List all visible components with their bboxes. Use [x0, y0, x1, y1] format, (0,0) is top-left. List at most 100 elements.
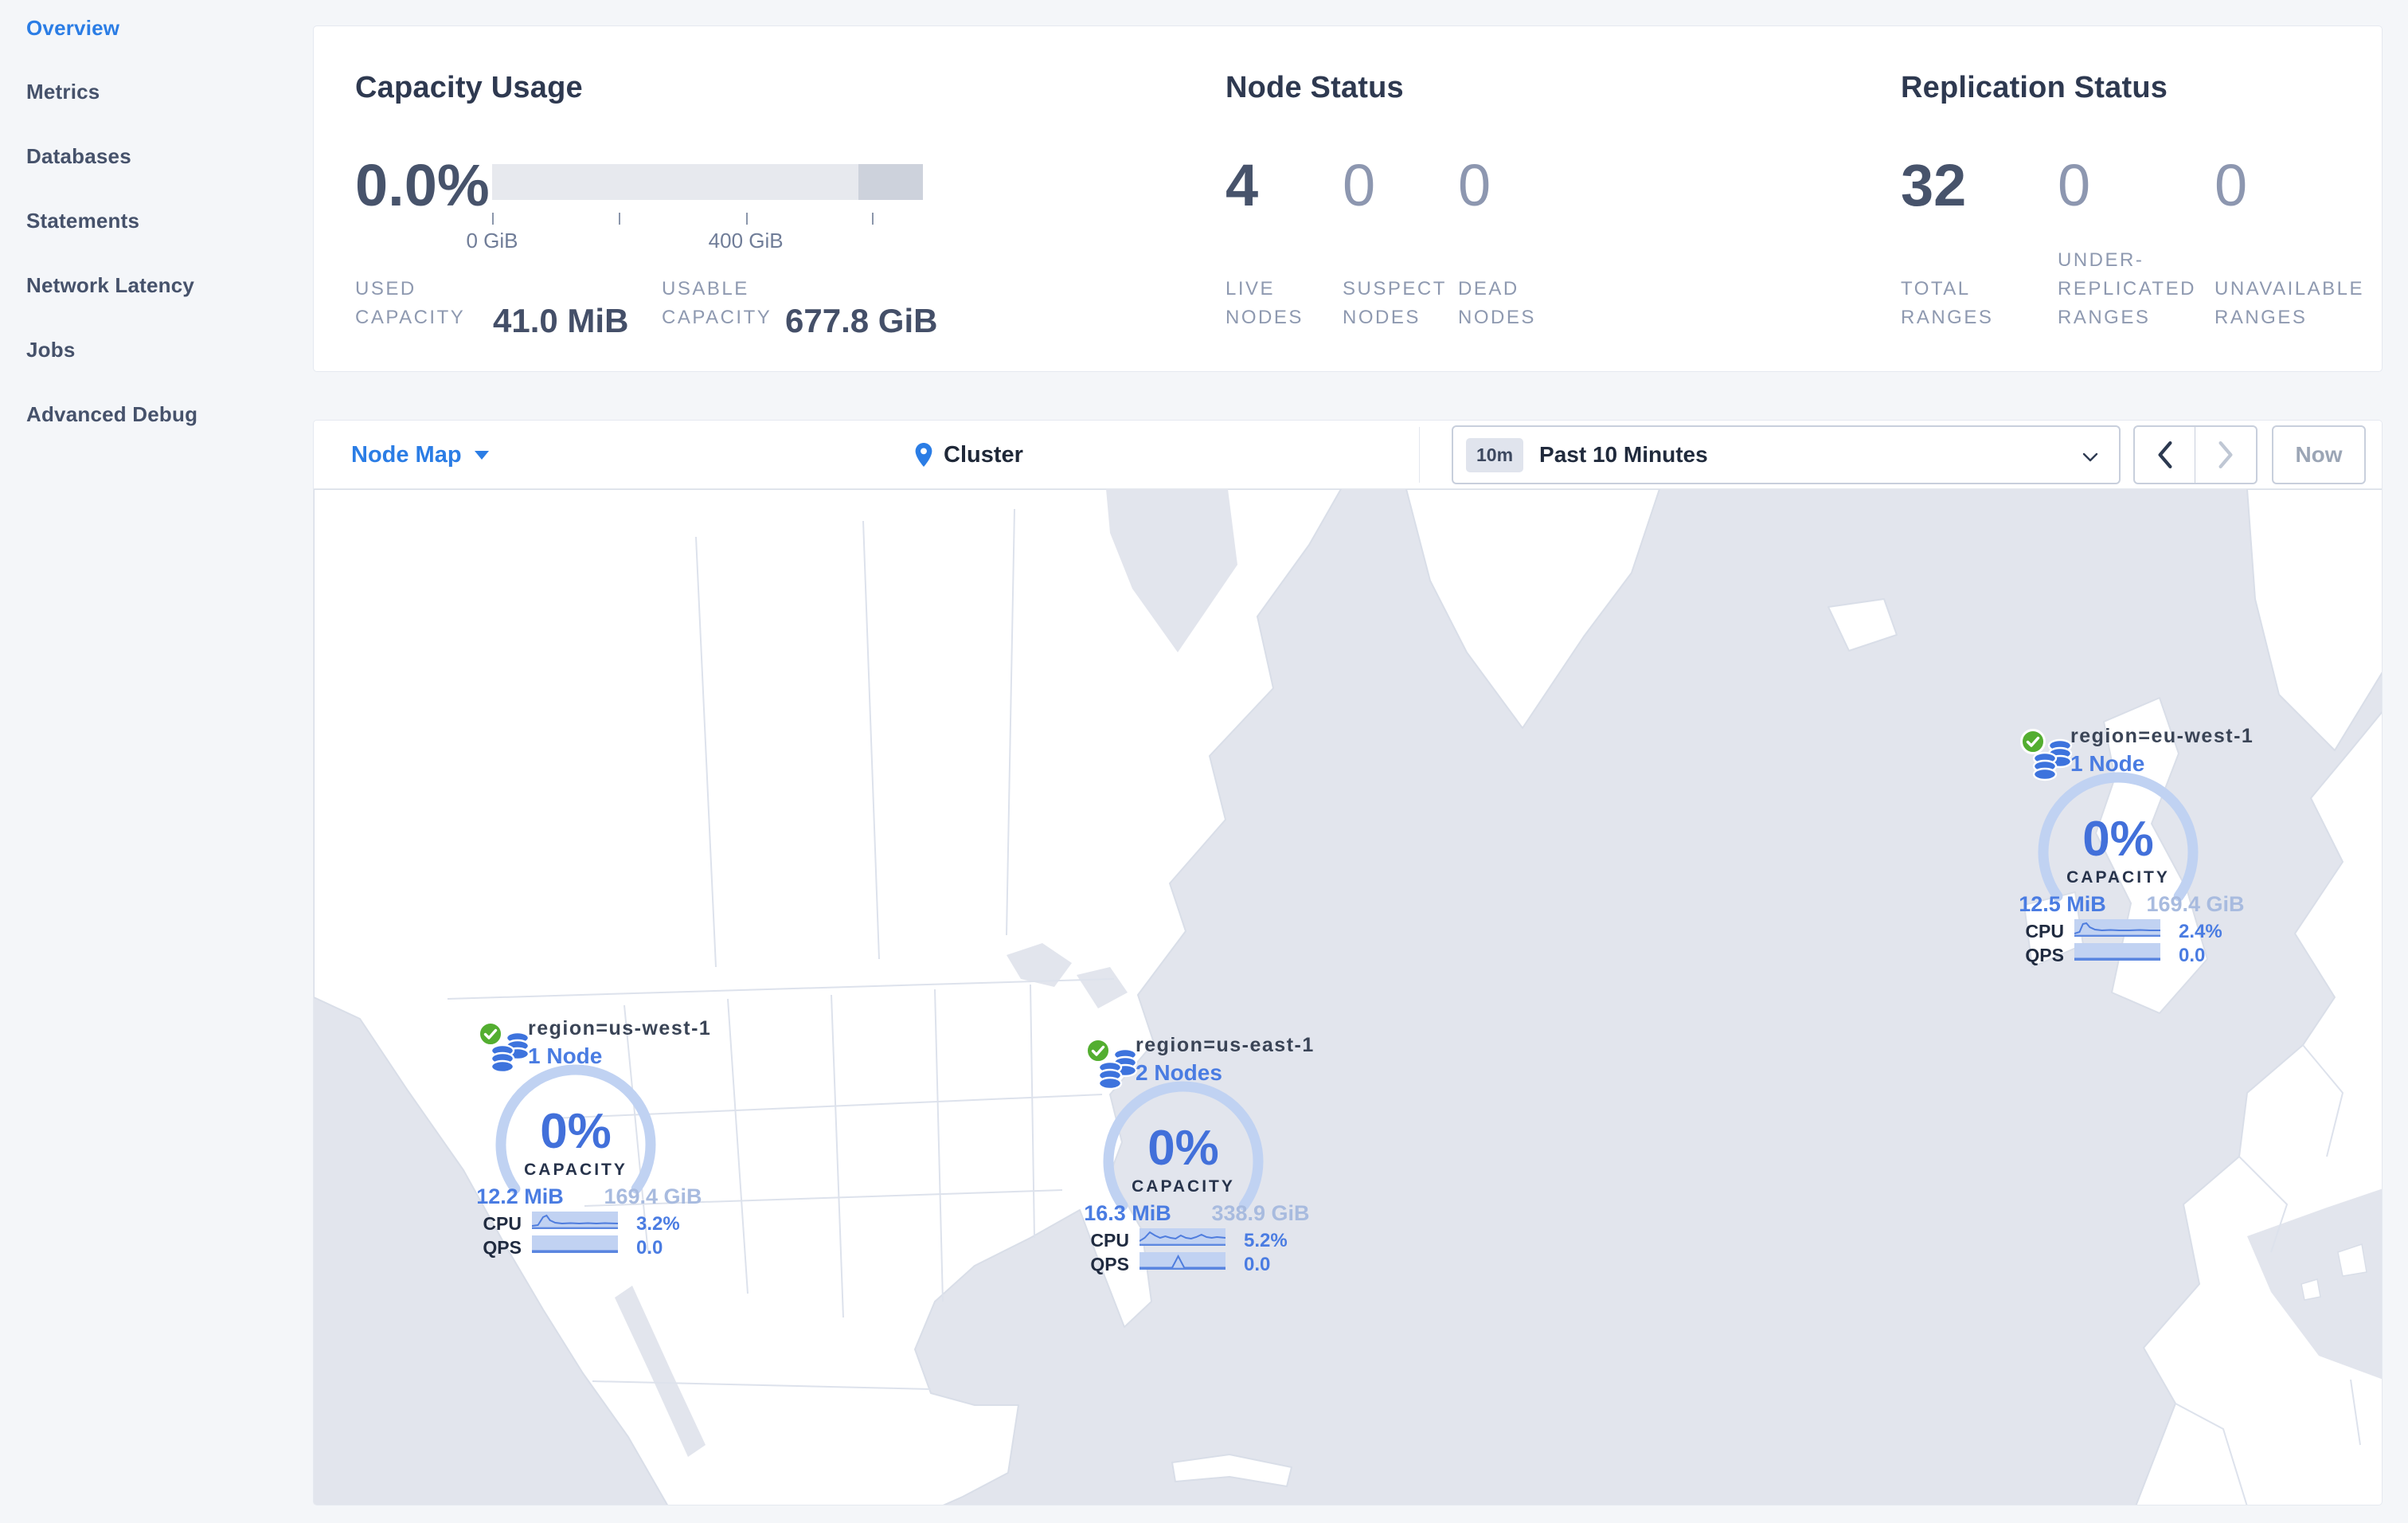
qps-sparkline: [1140, 1252, 1226, 1274]
view-mode-dropdown[interactable]: Node Map: [351, 421, 489, 489]
capacity-bar-tick: [745, 213, 748, 225]
capacity-percent: 0%: [540, 1104, 612, 1159]
breadcrumb-label: Cluster: [944, 441, 1023, 468]
time-range-badge: 10m: [1466, 437, 1524, 472]
capacity-usable-value: 338.9 GiB: [1211, 1201, 1310, 1225]
capacity-label: CAPACITY: [2066, 868, 2170, 887]
chevron-down-icon: [2082, 452, 2098, 462]
cpu-sparkline: [2074, 919, 2160, 941]
chevron-down-icon: [474, 450, 489, 460]
region-title: region=eu-west-1: [2070, 725, 2254, 747]
capacity-usable-value: 169.4 GiB: [604, 1184, 702, 1208]
stat-value: 677.8 GiB: [785, 302, 938, 339]
capacity-bar-ticks: [492, 213, 923, 225]
capacity-percent: 0%: [1147, 1121, 1219, 1176]
sidebar: Overview Metrics Databases Statements Networ…: [0, 0, 313, 1523]
qps-sparkline: [532, 1235, 618, 1257]
capacity-used-value: 12.5 MiB: [2019, 892, 2106, 916]
stat-label: UNAVAILABLE RANGES: [2214, 278, 2365, 328]
capacity-bar-tick: [619, 213, 621, 225]
healthy-check-icon: [478, 1021, 503, 1047]
qps-value: 0.0: [1244, 1254, 1271, 1275]
sidebar-item-overview[interactable]: Overview: [26, 16, 120, 40]
stat-label: TOTAL RANGES: [1901, 278, 1994, 328]
node-map[interactable]: region=us-west-1 1 Node 0% CAPACITY 12.2…: [314, 489, 2382, 1505]
sidebar-item-metrics[interactable]: Metrics: [26, 80, 100, 104]
node-status-title: Node Status: [1226, 71, 1404, 104]
region-node-count[interactable]: 1 Node: [528, 1043, 603, 1068]
qps-sparkline: [2074, 943, 2160, 965]
stat-label: LIVE NODES: [1226, 278, 1304, 328]
view-mode-label: Node Map: [351, 441, 462, 468]
now-button[interactable]: Now: [2272, 425, 2366, 484]
cpu-label: CPU: [1090, 1230, 1129, 1251]
stat-value: 0: [2214, 152, 2248, 218]
qps-label: QPS: [2025, 945, 2064, 965]
database-stack-icon: [490, 1031, 530, 1074]
stat-label: SUSPECT NODES: [1343, 278, 1447, 328]
stat-value: 4: [1226, 152, 1259, 218]
node-map-card: Node Map Cluster 10m Past 10 Minutes: [313, 420, 2383, 1505]
capacity-gauge-arc: [1103, 1081, 1264, 1242]
stat-value: 0: [2058, 152, 2091, 218]
capacity-label: CAPACITY: [1132, 1177, 1235, 1196]
capacity-gauge-arc: [495, 1064, 656, 1225]
time-step-buttons: [2133, 425, 2258, 484]
qps-label: QPS: [483, 1237, 522, 1258]
stat-value: 0: [1458, 152, 1491, 218]
region-marker-us-west-1[interactable]: region=us-west-1 1 Node 0% CAPACITY 12.2…: [476, 1014, 732, 1285]
sidebar-item-network-latency[interactable]: Network Latency: [26, 273, 195, 297]
sidebar-item-advanced-debug[interactable]: Advanced Debug: [26, 402, 198, 426]
capacity-bar-tick: [492, 213, 494, 225]
capacity-usable-value: 169.4 GiB: [2146, 892, 2245, 916]
time-range-label: Past 10 Minutes: [1539, 442, 1708, 467]
world-map: [314, 489, 2382, 1505]
cpu-value: 2.4%: [2179, 921, 2222, 942]
map-pin-icon: [915, 443, 932, 467]
time-range-dropdown[interactable]: 10m Past 10 Minutes: [1452, 425, 2121, 484]
capacity-bar-dark-segment: [858, 164, 923, 200]
region-marker-us-east-1[interactable]: region=us-east-1 2 Nodes 0% CAPACITY 16.…: [1084, 1031, 1339, 1302]
cpu-value: 5.2%: [1244, 1230, 1288, 1251]
capacity-gauge-arc: [2038, 772, 2199, 933]
capacity-bar-tick-labels: 0 GiB 400 GiB: [466, 229, 923, 253]
cluster-summary-card: Capacity Usage 0.0% 0 GiB 400 GiB USED CA…: [313, 25, 2383, 372]
replication-status-title: Replication Status: [1901, 71, 2168, 104]
qps-value: 0.0: [636, 1237, 663, 1259]
capacity-bar-tick: [872, 213, 874, 225]
chevron-right-icon: [2218, 441, 2233, 468]
capacity-percent: 0%: [2082, 812, 2154, 867]
capacity-bar-tick-label: 0 GiB: [466, 229, 518, 253]
sidebar-item-statements[interactable]: Statements: [26, 209, 140, 233]
cpu-value: 3.2%: [636, 1213, 680, 1235]
sidebar-item-databases[interactable]: Databases: [26, 144, 131, 168]
database-stack-icon: [2032, 738, 2073, 781]
region-marker-eu-west-1[interactable]: region=eu-west-1 1 Node 0% CAPACITY 12.5…: [2019, 722, 2274, 992]
stat-label: DEAD NODES: [1458, 278, 1536, 328]
chevron-left-icon: [2158, 441, 2172, 468]
breadcrumb[interactable]: Cluster: [915, 421, 1023, 489]
time-forward-button[interactable]: [2195, 427, 2256, 483]
region-node-count[interactable]: 2 Nodes: [1136, 1060, 1222, 1085]
database-stack-icon: [1097, 1047, 1138, 1090]
sidebar-item-jobs[interactable]: Jobs: [26, 338, 76, 362]
stat-label: USED CAPACITY: [355, 278, 466, 328]
capacity-usage-title: Capacity Usage: [355, 71, 583, 104]
qps-value: 0.0: [2179, 945, 2206, 966]
region-node-count[interactable]: 1 Node: [2070, 751, 2145, 776]
toolbar-divider: [1419, 427, 1420, 483]
map-toolbar: Node Map Cluster 10m Past 10 Minutes: [314, 421, 2382, 489]
stat-label: UNDER-REPLICATED RANGES: [2058, 249, 2196, 328]
capacity-label: CAPACITY: [524, 1161, 627, 1179]
cpu-label: CPU: [483, 1213, 522, 1234]
stat-value: 32: [1901, 152, 1967, 218]
capacity-used-value: 16.3 MiB: [1084, 1201, 1171, 1225]
cpu-sparkline: [1139, 1228, 1226, 1250]
cpu-label: CPU: [2025, 921, 2064, 942]
region-title: region=us-east-1: [1136, 1034, 1315, 1056]
capacity-usage-bar: [492, 164, 923, 200]
time-back-button[interactable]: [2135, 427, 2195, 483]
stat-value: 0: [1343, 152, 1376, 218]
capacity-used-percent: 0.0%: [355, 152, 490, 218]
qps-label: QPS: [1090, 1254, 1129, 1274]
